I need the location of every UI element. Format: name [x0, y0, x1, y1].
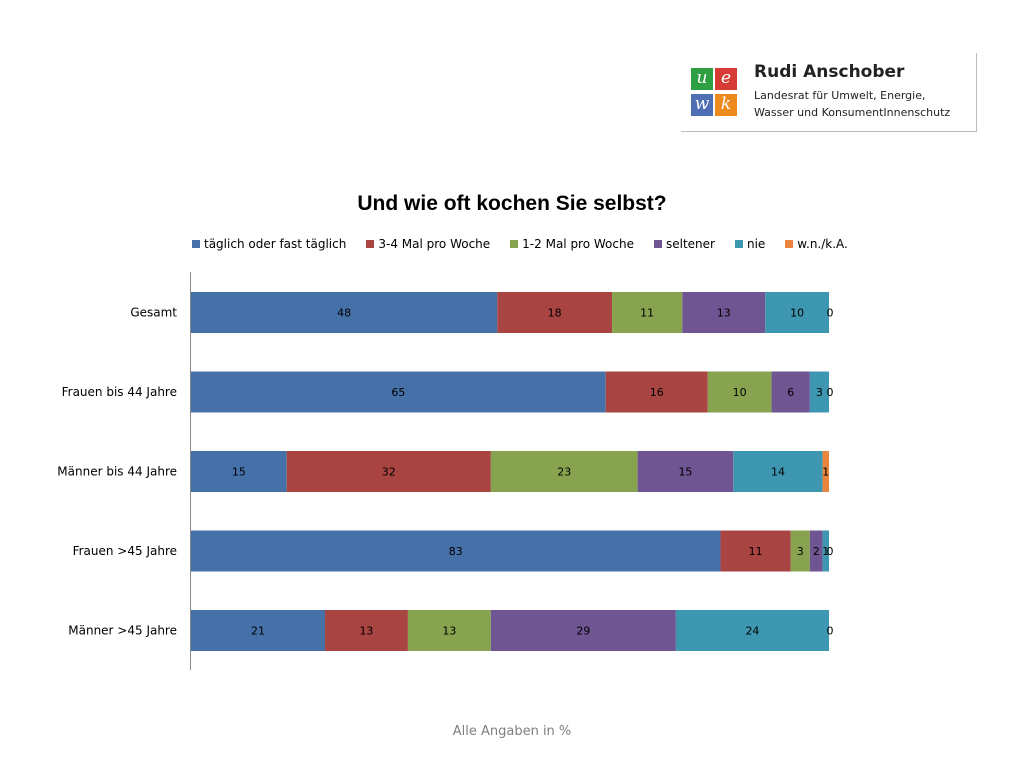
bar-segment — [733, 451, 823, 492]
data-label: 13 — [442, 625, 456, 638]
data-label: 23 — [557, 466, 571, 479]
bar-segment — [637, 451, 734, 492]
data-label: 6 — [787, 386, 794, 399]
legend-swatch — [510, 240, 519, 248]
logo-tile-e: e — [715, 68, 737, 90]
legend-label: seltener — [665, 237, 715, 251]
logo-name: Rudi Anschober — [754, 62, 905, 82]
logo-tile-k: k — [715, 94, 737, 116]
data-label: 15 — [232, 466, 246, 479]
bar-segment — [191, 610, 325, 651]
legend-label: täglich oder fast täglich — [204, 237, 347, 251]
bar-segment — [191, 451, 287, 492]
category-label: Männer bis 44 Jahre — [57, 465, 177, 479]
bar-segment — [809, 530, 823, 572]
category-label: Frauen bis 44 Jahre — [62, 385, 177, 399]
data-label: 29 — [576, 625, 590, 638]
bar-segment — [490, 451, 638, 492]
data-label: 21 — [251, 625, 265, 638]
data-label: 11 — [749, 545, 763, 558]
data-label: 10 — [733, 386, 747, 399]
data-label: 83 — [449, 545, 463, 558]
data-label: 3 — [797, 545, 804, 558]
data-label: 0 — [827, 545, 834, 558]
data-label: 18 — [548, 307, 562, 320]
bar-segment — [612, 292, 683, 333]
chart-legend: täglich oder fast täglich 3-4 Mal pro Woc… — [192, 236, 868, 252]
category-label: Frauen >45 Jahre — [73, 544, 177, 558]
legend-label: 3-4 Mal pro Woche — [378, 237, 491, 251]
data-label: 15 — [678, 466, 692, 479]
data-label: 13 — [717, 307, 731, 320]
data-label: 0 — [827, 307, 834, 320]
legend-item: 1-2 Mal pro Woche — [510, 237, 634, 251]
data-label: 13 — [359, 625, 373, 638]
legend-item: seltener — [653, 237, 715, 251]
bar-segment — [191, 530, 721, 572]
legend-item: täglich oder fast täglich — [192, 237, 346, 251]
data-label: 10 — [790, 307, 804, 320]
legend-item: w.n./k.A. — [785, 237, 848, 251]
data-label: 1 — [822, 466, 829, 479]
data-label: 3 — [816, 386, 823, 399]
bar-segment — [407, 610, 491, 651]
bar-segment — [497, 292, 613, 333]
bar-segment — [790, 530, 810, 572]
bar-segment — [771, 371, 810, 413]
data-label: 2 — [813, 545, 820, 558]
bar-segment — [286, 451, 491, 492]
bar-segment — [191, 292, 498, 333]
legend-swatch — [192, 240, 200, 248]
data-label: 0 — [827, 386, 834, 399]
bar-segment — [324, 610, 408, 651]
legend-swatch — [785, 240, 794, 248]
legend-label: nie — [746, 237, 766, 251]
bar-segment — [490, 610, 676, 651]
data-label: 16 — [650, 386, 664, 399]
bar-segment — [605, 371, 708, 413]
legend-swatch — [653, 240, 662, 248]
data-label: 32 — [382, 466, 396, 479]
bar-segment — [191, 371, 606, 413]
bar-segment — [682, 292, 766, 333]
data-label: 11 — [640, 307, 654, 320]
logo: u e w k Rudi Anschober Landesrat für Umw… — [681, 53, 977, 132]
legend-item: 3-4 Mal pro Woche — [366, 237, 490, 251]
data-label: 48 — [337, 307, 351, 320]
logo-tile-u: u — [691, 68, 713, 90]
bar-segment — [809, 371, 829, 413]
legend-swatch — [366, 240, 375, 248]
bar-segment — [675, 610, 829, 651]
footnote: Alle Angaben in % — [452, 724, 572, 739]
legend-label: w.n./k.A. — [797, 237, 848, 251]
chart-title: Und wie oft kochen Sie selbst? — [357, 192, 667, 215]
data-label: 65 — [391, 386, 405, 399]
bar-segment — [822, 530, 829, 572]
data-label: 1 — [822, 545, 829, 558]
category-label: Männer >45 Jahre — [68, 624, 177, 638]
legend-swatch — [734, 240, 743, 248]
bar-segment — [707, 371, 772, 413]
logo-tile-w: w — [691, 94, 713, 116]
legend-item: nie — [734, 237, 766, 251]
logo-subtitle-line2: Wasser und KonsumentInnenschutz — [754, 106, 951, 119]
logo-subtitle-line1: Landesrat für Umwelt, Energie, — [754, 89, 926, 102]
bar-segment — [765, 292, 829, 333]
data-label: 14 — [771, 466, 785, 479]
bar-segment — [822, 451, 829, 492]
legend-label: 1-2 Mal pro Woche — [522, 237, 634, 251]
data-label: 0 — [827, 625, 834, 638]
bar-segment — [720, 530, 791, 572]
data-label: 24 — [745, 625, 759, 638]
category-label: Gesamt — [130, 306, 177, 320]
